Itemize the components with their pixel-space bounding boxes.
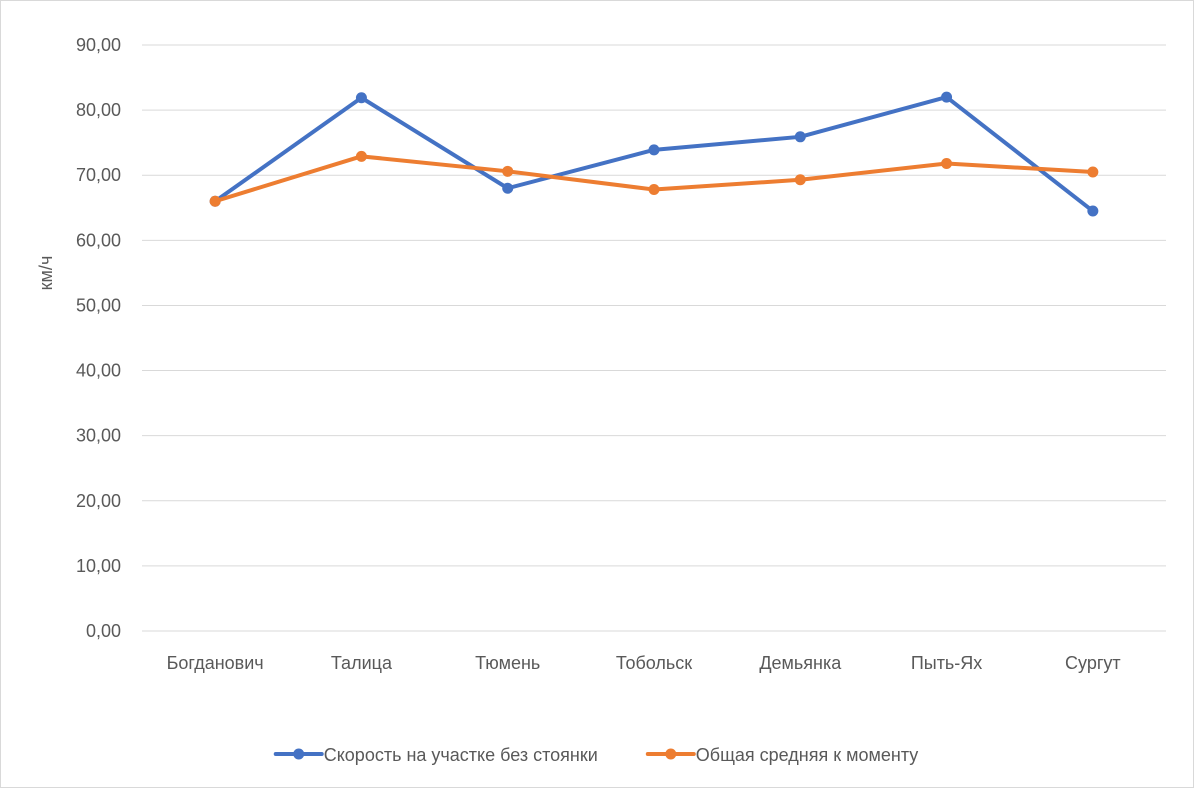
x-tick-label: Пыть-Ях xyxy=(911,653,983,673)
y-tick-label: 40,00 xyxy=(76,361,121,381)
data-point xyxy=(209,195,221,207)
series-2 xyxy=(209,150,1099,207)
data-point xyxy=(1087,166,1099,178)
data-point xyxy=(502,182,514,194)
legend: Скорость на участке без стоянки Общая сре… xyxy=(273,745,918,765)
legend-label: Общая средняя к моменту xyxy=(696,745,918,765)
series xyxy=(209,91,1099,217)
y-tick-label: 10,00 xyxy=(76,556,121,576)
data-point xyxy=(502,165,514,177)
legend-item: Общая средняя к моменту xyxy=(645,745,918,765)
y-tick-label: 30,00 xyxy=(76,426,121,446)
data-point xyxy=(355,92,367,104)
y-tick-label: 20,00 xyxy=(76,491,121,511)
x-tick-label: Богданович xyxy=(167,653,264,673)
data-point xyxy=(355,150,367,162)
x-tick-label: Талица xyxy=(331,653,393,673)
y-axis-title: км/ч xyxy=(36,256,56,291)
y-tick-label: 0,00 xyxy=(86,621,121,641)
y-axis-ticks: 0,00 10,00 20,00 30,00 40,00 50,00 60,00 70,00 8… xyxy=(76,35,121,641)
data-point xyxy=(794,174,806,186)
x-tick-label: Тобольск xyxy=(616,653,692,673)
y-tick-label: 90,00 xyxy=(76,35,121,55)
data-point xyxy=(941,158,953,170)
legend-label: Скорость на участке без стоянки xyxy=(324,745,598,765)
x-axis-ticks: Богданович Талица Тюмень Тобольск Демьянка Пы… xyxy=(167,653,1121,673)
y-tick-label: 80,00 xyxy=(76,100,121,120)
data-point xyxy=(794,131,806,143)
legend-item: Скорость на участке без стоянки xyxy=(273,745,598,765)
x-tick-label: Тюмень xyxy=(475,653,540,673)
data-point xyxy=(648,144,660,156)
x-tick-label: Сургут xyxy=(1065,653,1121,673)
y-tick-label: 50,00 xyxy=(76,295,121,315)
gridlines xyxy=(142,44,1166,632)
data-point xyxy=(1087,205,1099,217)
legend-swatch-marker xyxy=(665,748,677,760)
legend-swatch-marker xyxy=(293,748,305,760)
y-tick-label: 60,00 xyxy=(76,230,121,250)
x-tick-label: Демьянка xyxy=(759,653,842,673)
data-point xyxy=(648,184,660,196)
data-point xyxy=(941,91,953,103)
y-tick-label: 70,00 xyxy=(76,165,121,185)
